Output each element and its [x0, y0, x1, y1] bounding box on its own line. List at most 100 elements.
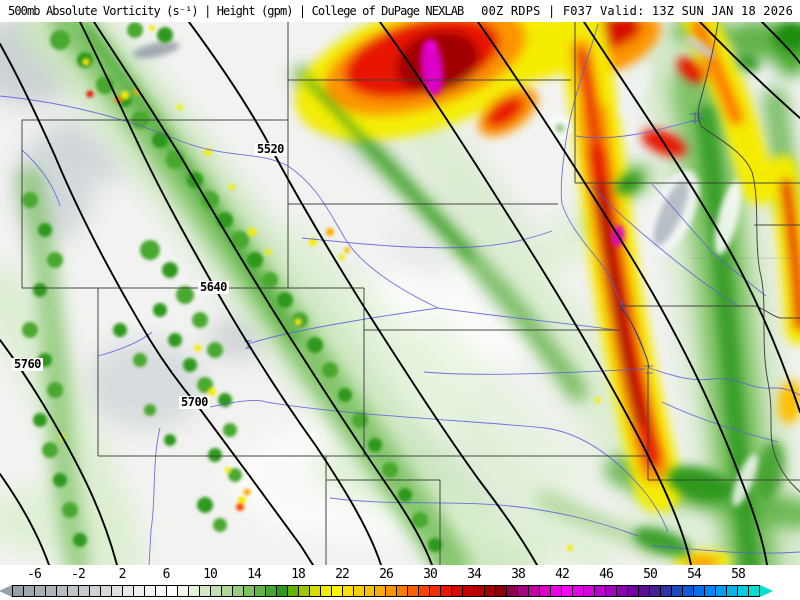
- colorbar-cell: [617, 586, 629, 596]
- colorbar-cell: [287, 586, 299, 596]
- colorbar-cell: [474, 586, 486, 596]
- vorticity-field-svg: [0, 22, 800, 565]
- colorbar-cell: [221, 586, 233, 596]
- colorbar-cell: [265, 586, 277, 596]
- colorbar-cell: [375, 586, 387, 596]
- tick-label-58: 58: [731, 567, 746, 582]
- colorbar-cell: [683, 586, 695, 596]
- colorbar-cell: [13, 586, 24, 596]
- colorbar-cell: [737, 586, 749, 596]
- colorbar-cell: [188, 586, 200, 596]
- colorbar-cell: [507, 586, 519, 596]
- colorbar-cell: [364, 586, 376, 596]
- colorbar-cell: [584, 586, 596, 596]
- colorbar-cell: [210, 586, 222, 596]
- colorbar-cell: [441, 586, 453, 596]
- tick-label-14: 14: [247, 567, 262, 582]
- contour-label-5700: 5700: [179, 395, 210, 409]
- tick-label-38: 38: [511, 567, 526, 582]
- colorbar-cell: [518, 586, 530, 596]
- colorbar-cell: [606, 586, 618, 596]
- contour-5760: [0, 339, 118, 565]
- colorbar-cell: [155, 586, 167, 596]
- colorbar-cell: [254, 586, 266, 596]
- colorbar-cell: [331, 586, 343, 596]
- colorbar-cell: [45, 586, 57, 596]
- tick-label-6: 6: [162, 567, 171, 582]
- model-run-valid-time: 00Z RDPS | F037 Valid: 13Z SUN JAN 18 20…: [481, 4, 793, 18]
- contour-5520: [188, 22, 538, 565]
- city-road-clusters: [244, 112, 705, 375]
- colorbar-cell: [485, 586, 497, 596]
- colorbar-cell: [452, 586, 464, 596]
- colorbar-cell: [276, 586, 288, 596]
- colorbar-cell: [540, 586, 552, 596]
- colorbar-cell: [408, 586, 420, 596]
- colorbar-cell: [144, 586, 156, 596]
- colorbar-cell: [34, 586, 46, 596]
- colorbar-cell: [23, 586, 35, 596]
- colorbar-cell: [100, 586, 112, 596]
- tick-label-2: 2: [118, 567, 127, 582]
- scale-tick-labels: -6 -2 2 6 10 14 18 22 26 30 34 38 42 46 50 54 58: [0, 567, 800, 582]
- colorbar-cell: [78, 586, 90, 596]
- colorbar-cell: [309, 586, 321, 596]
- product-title: 500mb Absolute Vorticity (s⁻¹) | Height …: [8, 4, 464, 18]
- tick-label-30: 30: [423, 567, 438, 582]
- colorbar-cell: [496, 586, 508, 596]
- colorbar-cell: [386, 586, 398, 596]
- colorbar-cell: [298, 586, 310, 596]
- colorbar-cell: [166, 586, 178, 596]
- colorbar-cell: [672, 586, 684, 596]
- header-bar: 500mb Absolute Vorticity (s⁻¹) | Height …: [0, 0, 800, 22]
- colorbar-cell: [573, 586, 585, 596]
- colorbar-cell: [419, 586, 431, 596]
- colorbar-cell: [551, 586, 563, 596]
- colorbar-cell: [122, 586, 134, 596]
- colorbar-cell: [716, 586, 727, 596]
- tick-label-54: 54: [687, 567, 702, 582]
- colorbar-cell: [342, 586, 354, 596]
- colorbar-cell: [529, 586, 541, 596]
- colorbar-cell: [232, 586, 244, 596]
- tick-label-42: 42: [555, 567, 570, 582]
- colorbar-cell: [694, 586, 706, 596]
- colorbar-cell: [661, 586, 673, 596]
- tick-label-10: 10: [203, 567, 218, 582]
- tick-label--6: -6: [27, 567, 42, 582]
- tick-label-46: 46: [599, 567, 614, 582]
- minneapolis-roads: [690, 112, 705, 124]
- tick-label--2: -2: [71, 567, 86, 582]
- contour-label-5520: 5520: [255, 142, 286, 156]
- tick-label-34: 34: [467, 567, 482, 582]
- colorbar-cell: [748, 586, 759, 596]
- colorbar-cell: [397, 586, 409, 596]
- tick-label-18: 18: [291, 567, 306, 582]
- tick-label-50: 50: [643, 567, 658, 582]
- colorbar-cell: [353, 586, 365, 596]
- colorbar-cell: [562, 586, 574, 596]
- colorbar-cell: [705, 586, 716, 596]
- colorbar-cell: [320, 586, 332, 596]
- contour-5700: [0, 43, 314, 565]
- gray-white-slivers: [132, 35, 758, 507]
- dark-green-bands: [83, 22, 800, 565]
- tick-label-22: 22: [335, 567, 350, 582]
- colorbar-cell: [177, 586, 189, 596]
- contour-label-5640: 5640: [198, 280, 229, 294]
- contour-label-5760: 5760: [12, 357, 43, 371]
- colorbar-cell: [430, 586, 442, 596]
- colorbar-cell: [639, 586, 651, 596]
- colorbar-cell: [628, 586, 640, 596]
- colorbar-cell: [133, 586, 145, 596]
- colorbar-cell: [463, 586, 475, 596]
- map-canvas: 5520 5640 5700 5760: [0, 22, 800, 565]
- colorbar-cell: [726, 586, 738, 596]
- colorbar-cell: [199, 586, 211, 596]
- colorbar-cell: [595, 586, 607, 596]
- colorbar-cell: [56, 586, 68, 596]
- vorticity-max-warm-cores: [295, 22, 800, 565]
- colorbar: [12, 585, 760, 597]
- vorticity-color-scale: -6 -2 2 6 10 14 18 22 26 30 34 38 42 46 50 54 58: [0, 565, 800, 600]
